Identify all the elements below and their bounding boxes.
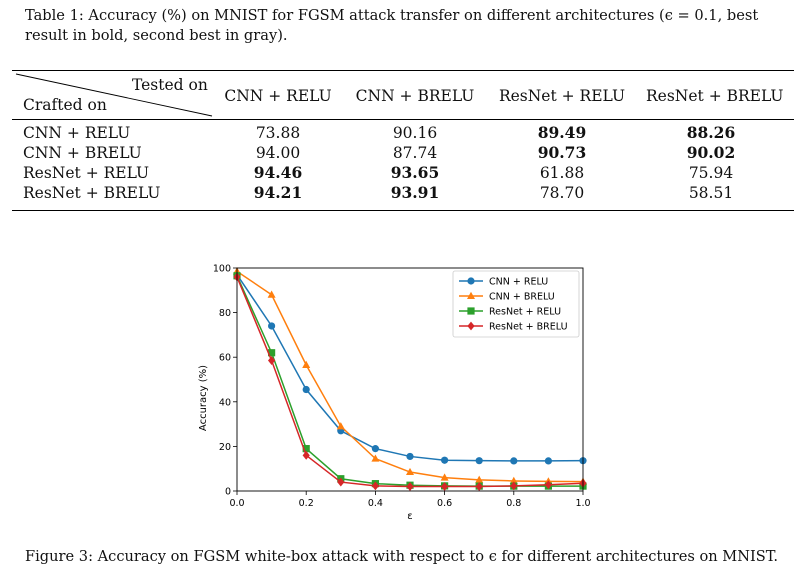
x-tick-label: 1.0	[575, 498, 590, 509]
data-point	[441, 456, 449, 464]
y-tick-label: 100	[213, 264, 231, 275]
column-header: ResNet + BRELU	[646, 87, 784, 105]
data-point	[268, 349, 276, 357]
data-point	[268, 356, 276, 365]
table-cell: 73.88	[255, 124, 301, 142]
legend-marker	[467, 291, 475, 299]
legend-label: CNN + RELU	[489, 277, 548, 288]
chart-legend: CNN + RELU CNN + BRELU ResNet + RELU ResNet…	[452, 270, 580, 338]
data-point	[509, 476, 518, 484]
table-cell: 94.46	[253, 163, 303, 182]
x-tick-label: 0.0	[229, 498, 244, 509]
column-header: CNN + RELU	[224, 87, 332, 105]
data-point	[475, 482, 483, 491]
table-cell: 89.49	[537, 123, 587, 142]
y-tick-label: 0	[225, 487, 231, 498]
data-point	[475, 457, 483, 465]
x-tick-label: 0.2	[299, 498, 314, 509]
data-point	[510, 457, 518, 465]
table-cell: 93.91	[390, 183, 440, 202]
column-header: ResNet + RELU	[498, 87, 626, 105]
data-point	[302, 360, 311, 369]
table-cell: 75.94	[688, 164, 734, 182]
corner-tested-on: Tested on	[132, 76, 208, 94]
x-tick-label: 0.6	[437, 498, 452, 509]
legend-marker	[467, 307, 475, 315]
table-top-rule	[12, 70, 794, 72]
data-point	[302, 445, 310, 453]
legend-marker	[467, 277, 475, 285]
data-point	[406, 452, 414, 461]
data-point	[371, 454, 380, 462]
y-axis-label: Accuracy (%)	[198, 365, 209, 431]
y-tick-label: 80	[219, 308, 231, 319]
table-cell: 58.51	[688, 184, 734, 202]
data-point	[441, 482, 449, 491]
data-point	[337, 477, 345, 487]
series-cnn-relu	[233, 271, 587, 465]
column-header: CNN + BRELU	[355, 87, 475, 105]
data-point	[510, 481, 518, 491]
table-cell: 90.73	[537, 143, 587, 162]
data-point	[406, 467, 414, 476]
table-cell: 78.70	[539, 184, 585, 202]
row-label: ResNet + BRELU	[23, 184, 161, 202]
data-point	[544, 480, 552, 490]
data-point	[440, 473, 449, 481]
x-axis-label: ε	[407, 511, 412, 522]
data-point	[336, 422, 345, 430]
data-point	[267, 290, 276, 298]
data-point	[302, 450, 310, 460]
table-cell: 61.88	[539, 164, 585, 182]
legend-label: ResNet + RELU	[489, 307, 561, 318]
x-tick-label: 0.4	[368, 498, 383, 509]
table-cell: 90.16	[392, 124, 438, 142]
y-tick-label: 20	[219, 442, 231, 453]
table-header-rule	[12, 119, 794, 120]
table-cell: 88.26	[686, 123, 736, 142]
table-corner-diagonal	[15, 73, 213, 117]
y-tick-label: 60	[219, 353, 231, 364]
row-label: CNN + BRELU	[23, 144, 142, 162]
data-point	[302, 385, 310, 394]
legend-item: ResNet + RELU	[459, 307, 561, 318]
legend-item: CNN + RELU	[459, 277, 548, 288]
table-cell: 94.21	[253, 183, 303, 202]
data-point	[544, 457, 552, 465]
table-bottom-rule	[12, 210, 794, 212]
legend-label: CNN + BRELU	[489, 292, 555, 303]
data-point	[475, 475, 484, 483]
y-tick-label: 40	[219, 397, 231, 408]
corner-crafted-on: Crafted on	[23, 96, 107, 114]
accuracy-line-chart: 0.0 0.2 0.4 0.6 0.8 1.0 0 20 40 60 80 100 Accuracy …	[198, 264, 591, 523]
plot-frame	[236, 267, 584, 492]
legend-item: ResNet + BRELU	[459, 322, 568, 333]
table-caption: Table 1: Accuracy (%) on MNIST for FGSM …	[25, 7, 759, 44]
table-cell: 94.00	[255, 144, 301, 162]
x-tick-label: 0.8	[506, 498, 521, 509]
legend-item: CNN + BRELU	[459, 292, 555, 303]
data-point	[406, 482, 414, 491]
row-label: CNN + RELU	[23, 124, 131, 142]
table-cell: 90.02	[686, 143, 736, 162]
figure-caption: Figure 3: Accuracy on FGSM white-box att…	[25, 548, 778, 565]
table-cell: 87.74	[392, 144, 438, 162]
legend-box	[452, 270, 580, 338]
data-point	[268, 322, 276, 330]
row-label: ResNet + RELU	[23, 164, 150, 182]
legend-label: ResNet + BRELU	[489, 322, 568, 333]
data-point	[371, 445, 379, 453]
legend-marker	[467, 321, 475, 331]
table-cell: 93.65	[390, 163, 440, 182]
